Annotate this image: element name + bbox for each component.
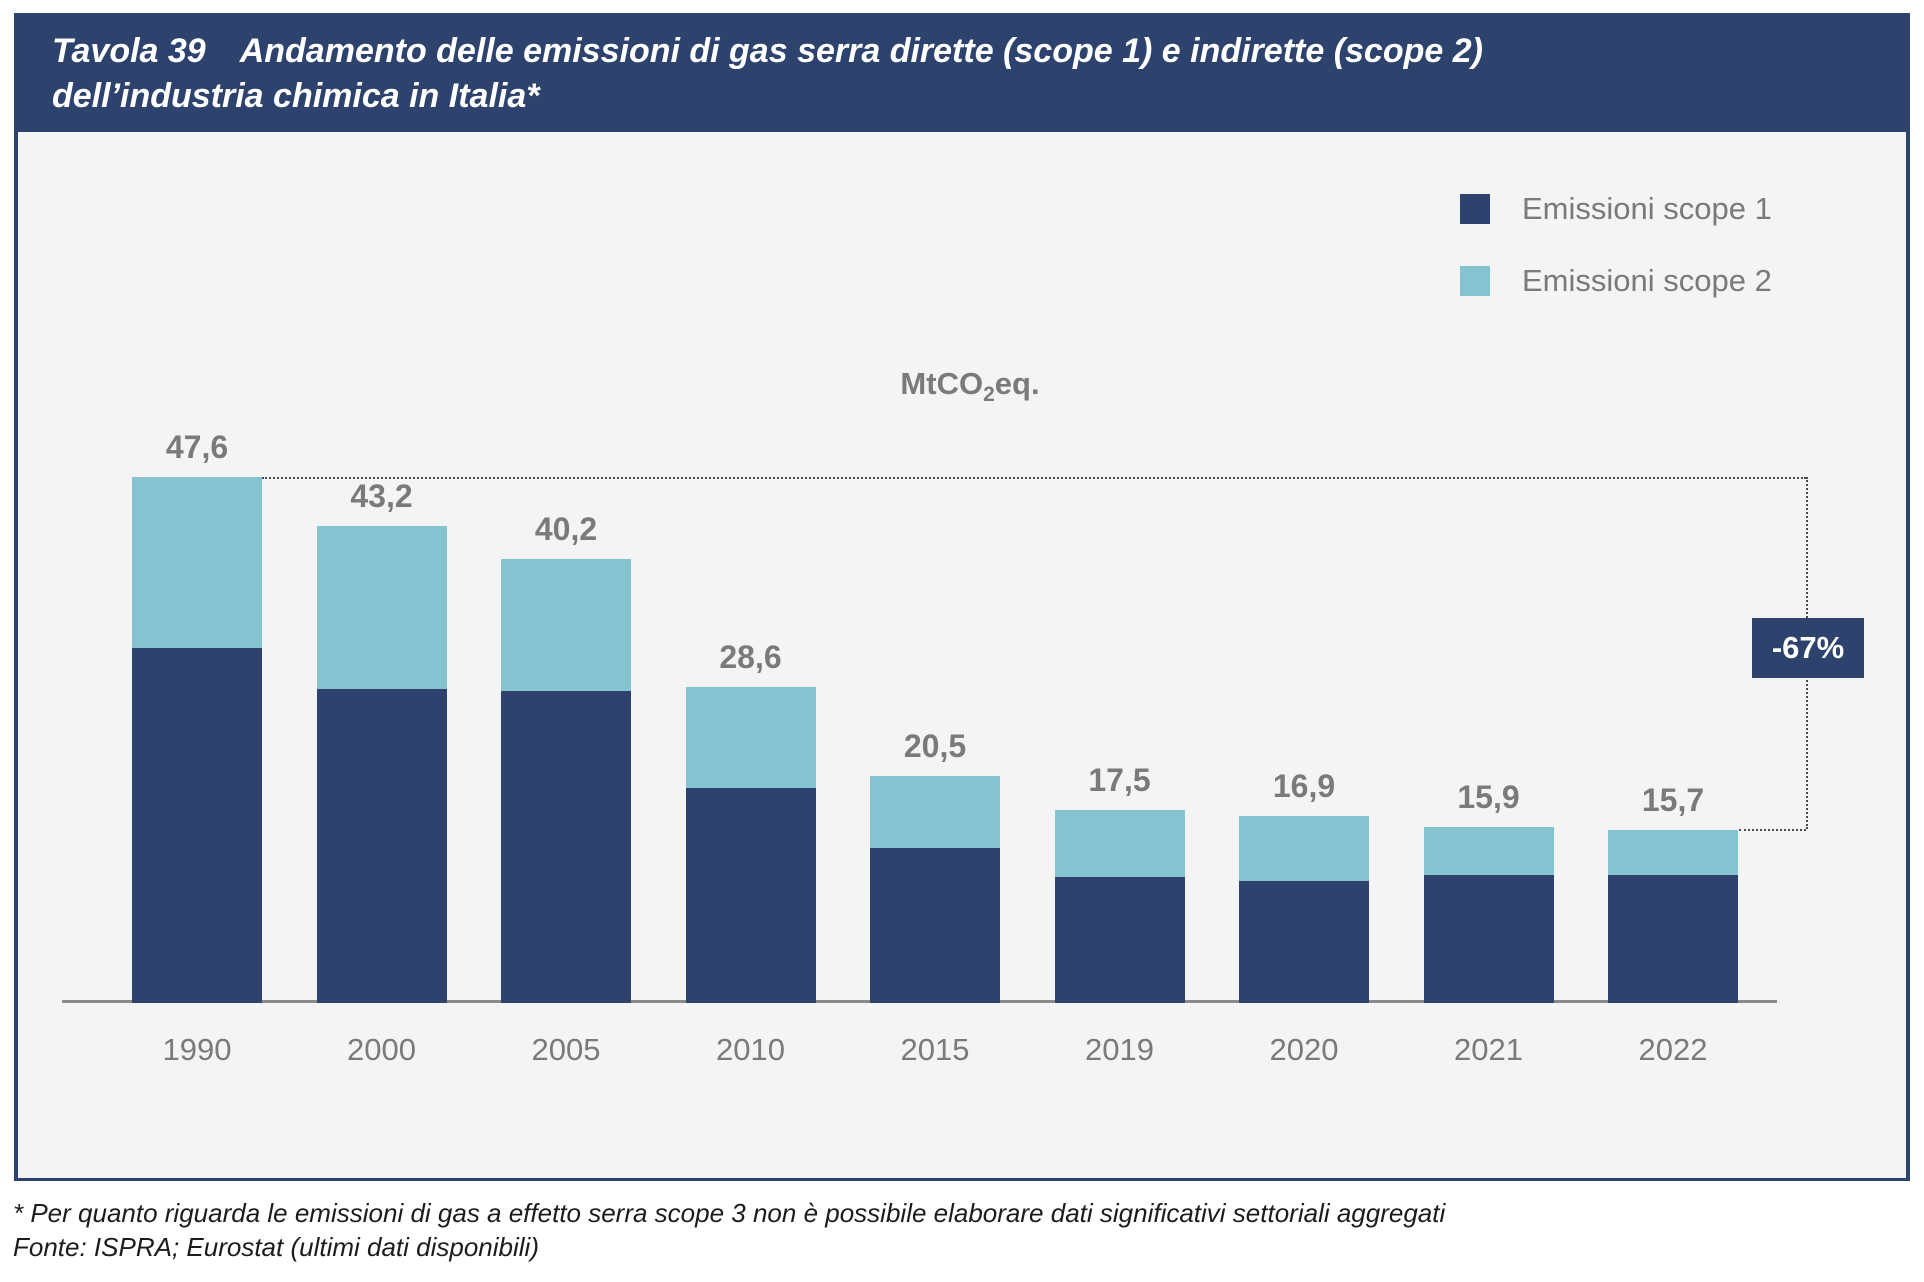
scope1-segment-2021 [1423, 874, 1554, 1003]
dotted-connector-bottom [1739, 829, 1806, 831]
scope1-color-swatch [1460, 194, 1490, 224]
legend-item-scope1: Emissioni scope 1 [1460, 191, 1772, 227]
scope2-segment-1990 [132, 477, 262, 649]
scope1-segment-2020 [1239, 881, 1369, 1003]
change-badge: -67% [1752, 618, 1864, 678]
unit-prefix: MtCO [900, 366, 984, 401]
legend-label-scope1: Emissioni scope 1 [1522, 191, 1772, 226]
footnote-note: * Per quanto riguarda le emissioni di ga… [13, 1198, 1446, 1228]
scope1-segment-2000 [316, 689, 447, 1003]
scope2-segment-2019 [1054, 809, 1185, 878]
scope1-segment-2015 [870, 848, 1000, 1003]
scope2-segment-2021 [1423, 827, 1554, 875]
year-label-1990: 1990 [162, 1032, 232, 1067]
legend-item-scope2: Emissioni scope 2 [1460, 263, 1772, 299]
unit-axis-label: MtCO2eq. [900, 366, 1039, 407]
legend-label-scope2: Emissioni scope 2 [1522, 263, 1772, 298]
total-value-label: 15,7 [1641, 781, 1705, 818]
total-value-label: 47,6 [165, 429, 229, 466]
chart-panel: Emissioni scope 1 Emissioni scope 2 MtCO… [14, 132, 1910, 1181]
total-value-label: 17,5 [1088, 761, 1151, 798]
scope2-color-swatch [1460, 266, 1490, 296]
footnote-source: Fonte: ISPRA; Eurostat (ultimi dati disp… [13, 1232, 539, 1262]
year-label-2020: 2020 [1269, 1032, 1339, 1067]
year-label-2010: 2010 [716, 1032, 785, 1067]
scope2-segment-2022 [1608, 829, 1738, 875]
unit-suffix: eq. [994, 366, 1040, 401]
year-label-2015: 2015 [900, 1032, 970, 1067]
figure-title-line2: dell’industria chimica in Italia* [52, 77, 540, 115]
unit-subscript: 2 [983, 383, 995, 407]
scope1-segment-2019 [1054, 877, 1185, 1003]
year-label-2021: 2021 [1454, 1032, 1523, 1067]
title-text-line1: Andamento delle emissioni di gas serra d… [239, 32, 1483, 70]
dotted-connector-top [262, 477, 1806, 479]
total-value-label: 20,5 [903, 728, 967, 765]
scope1-segment-2022 [1608, 874, 1738, 1003]
scope1-segment-2010 [685, 787, 816, 1003]
total-value-label: 43,2 [350, 477, 413, 514]
total-value-label: 16,9 [1272, 768, 1336, 805]
total-value-label: 40,2 [534, 510, 598, 547]
total-value-label: 15,9 [1457, 779, 1520, 816]
total-value-label: 28,6 [719, 638, 782, 675]
year-label-2022: 2022 [1638, 1032, 1708, 1067]
scope2-segment-2010 [685, 686, 816, 788]
scope2-segment-2015 [870, 776, 1000, 849]
year-label-2005: 2005 [531, 1032, 601, 1067]
scope2-segment-2020 [1239, 816, 1369, 882]
figure-title: Tavola 39 Andamento delle emissioni di ga… [14, 13, 1910, 132]
year-label-2019: 2019 [1085, 1032, 1154, 1067]
year-label-2000: 2000 [347, 1032, 416, 1067]
scope2-segment-2000 [316, 525, 447, 690]
scope1-segment-1990 [132, 648, 262, 1003]
footnotes: * Per quanto riguarda le emissioni di ga… [13, 1196, 1445, 1264]
scope2-segment-2005 [501, 558, 631, 692]
table-number-label: Tavola 39 [52, 32, 206, 70]
scope1-segment-2005 [501, 691, 631, 1003]
figure-title-line1: Tavola 39 Andamento delle emissioni di ga… [52, 29, 1870, 74]
